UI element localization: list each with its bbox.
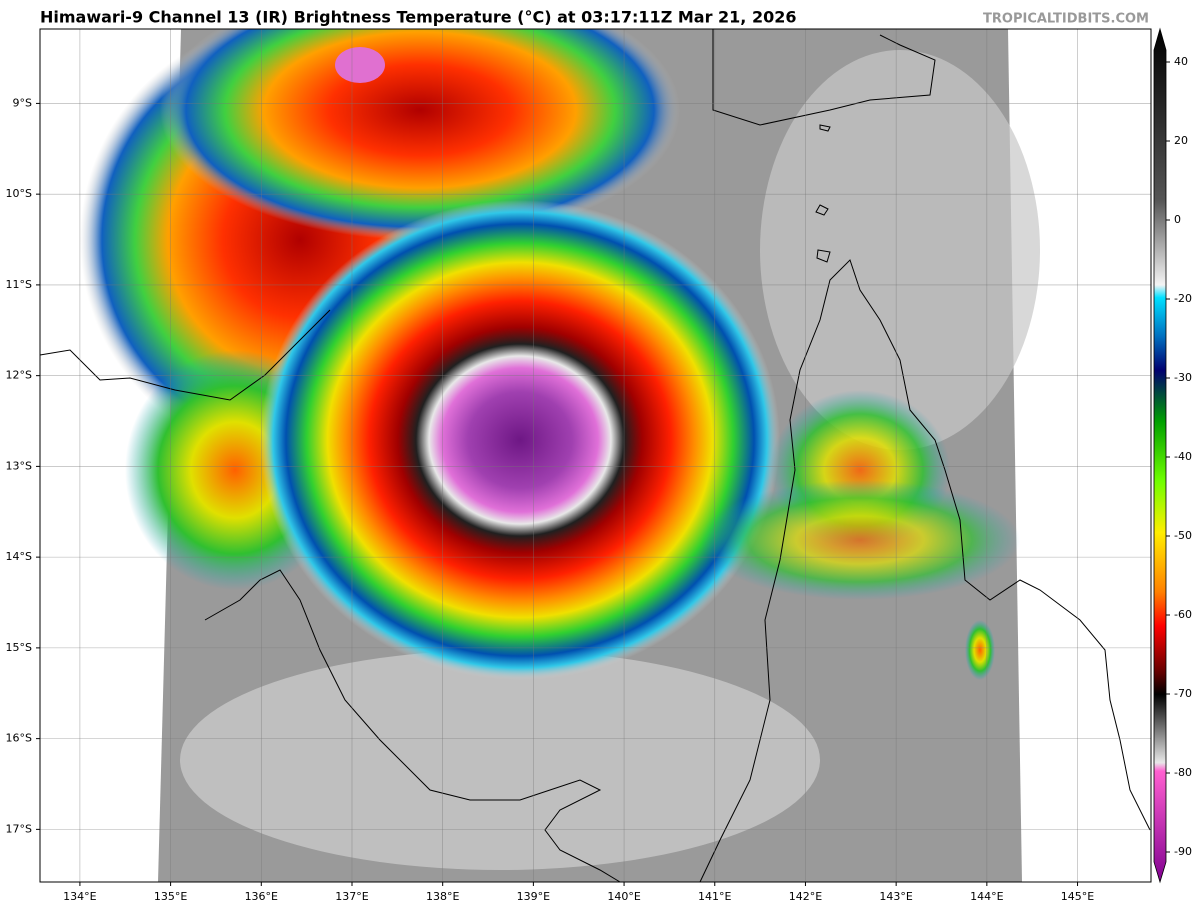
lon-label: 145°E — [1061, 890, 1094, 903]
lon-label: 137°E — [335, 890, 368, 903]
lat-label: 15°S — [6, 641, 32, 654]
colorbar-label: -70 — [1174, 687, 1192, 700]
lon-label: 135°E — [154, 890, 187, 903]
lon-label: 144°E — [970, 890, 1003, 903]
credit: TROPICALTIDBITS.COM — [983, 12, 1149, 27]
colorbar-ramp — [1153, 27, 1167, 884]
colorbar-label: -90 — [1174, 845, 1192, 858]
lon-label: 138°E — [426, 890, 459, 903]
lon-label: 134°E — [63, 890, 96, 903]
lat-label: 10°S — [6, 187, 32, 200]
lat-label: 14°S — [6, 550, 32, 563]
lat-label: 16°S — [6, 732, 32, 745]
colorbar-label: -80 — [1174, 766, 1192, 779]
graticule: 134°E 135°E 136°E 137°E 138°E 139°E 140°E 141°E… — [6, 29, 1151, 903]
lat-label: 13°S — [6, 459, 32, 472]
lat-label: 11°S — [6, 278, 32, 291]
colorbar-label: -20 — [1174, 292, 1192, 305]
map-frame — [39, 28, 1152, 883]
colorbar-ticks: 40 20 0 -20 -30 -40 -50 -60 -70 -80 -90 — [1166, 55, 1192, 858]
satellite-imagery — [40, 29, 1151, 882]
lat-label: 17°S — [6, 822, 32, 835]
lat-label: 12°S — [6, 369, 32, 382]
lat-label: 9°S — [13, 96, 32, 109]
lon-label: 141°E — [698, 890, 731, 903]
title: Himawari-9 Channel 13 (IR) Brightness Te… — [40, 8, 796, 27]
colorbar-label: 0 — [1174, 213, 1181, 226]
lon-label: 142°E — [789, 890, 822, 903]
colorbar-label: 40 — [1174, 55, 1188, 68]
lon-label: 136°E — [245, 890, 278, 903]
lon-label: 143°E — [879, 890, 912, 903]
colorbar-label: -30 — [1174, 371, 1192, 384]
colorbar-label: 20 — [1174, 134, 1188, 147]
colorbar-label: -40 — [1174, 450, 1192, 463]
colorbar-label: -50 — [1174, 529, 1192, 542]
colorbar — [1153, 27, 1167, 884]
lon-label: 139°E — [517, 890, 550, 903]
lon-label: 140°E — [607, 890, 640, 903]
colorbar-label: -60 — [1174, 608, 1192, 621]
